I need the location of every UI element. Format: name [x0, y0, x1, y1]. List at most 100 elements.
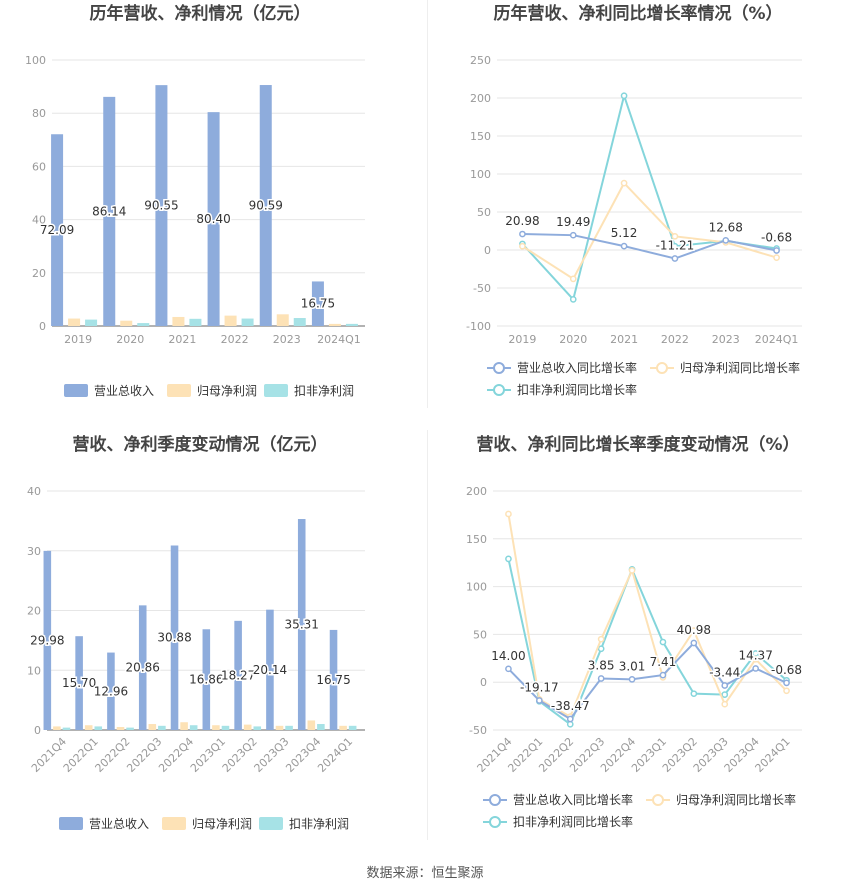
bar-营业总收入	[259, 85, 272, 326]
data-label: 5.12	[611, 226, 638, 240]
y-tick-label: 50	[473, 628, 487, 641]
y-tick-label: 30	[27, 545, 41, 558]
point-扣非净利润同比增长率	[690, 690, 698, 698]
y-tick-label: 0	[484, 244, 491, 257]
legend-label: 归母净利润	[197, 384, 257, 398]
bar-归母净利润	[120, 320, 133, 326]
x-tick-label: 2019	[64, 333, 92, 346]
data-label: 80.40	[196, 212, 230, 226]
y-tick-label: 250	[470, 54, 491, 67]
data-label: 86.14	[92, 204, 126, 218]
bar-归母净利润	[84, 725, 93, 730]
data-source-note: 数据来源：恒生聚源	[366, 866, 484, 881]
legend-swatch	[264, 384, 288, 397]
point-营业总收入同比增长率	[597, 675, 605, 682]
data-label: 40.98	[677, 623, 711, 637]
bar-营业总收入	[155, 85, 168, 327]
line-营业总收入同比增长率	[522, 233, 777, 260]
y-tick-label: 0	[39, 320, 46, 333]
y-tick-label: -50	[469, 724, 487, 737]
point-营业总收入同比增长率	[536, 697, 543, 704]
bar-扣非净利润	[253, 726, 262, 730]
x-tick-label: 2019	[508, 333, 536, 346]
y-tick-label: 100	[470, 168, 491, 181]
bar-营业总收入	[297, 519, 306, 730]
data-label: 3.85	[588, 659, 615, 673]
data-label: 20.14	[253, 663, 287, 677]
point-扣非净利润同比增长率	[671, 242, 679, 250]
bar-归母净利润	[212, 725, 220, 730]
line-扣非净利润同比增长率	[507, 558, 788, 726]
point-归母净利润同比增长率	[569, 275, 577, 283]
point-扣非净利润同比增长率	[569, 296, 577, 303]
y-tick-label: -50	[473, 282, 491, 295]
x-tick-label: 2020	[559, 333, 587, 346]
data-label: -11.21	[656, 239, 695, 253]
legend-label: 归母净利润同比增长率	[680, 360, 800, 375]
data-label: -0.68	[761, 231, 792, 245]
bar-扣非净利润	[345, 323, 358, 326]
legend-label: 扣非净利润同比增长率	[517, 382, 637, 397]
bar-扣非净利润	[241, 318, 254, 326]
legend-marker	[652, 794, 664, 806]
data-label: -38.47	[551, 699, 590, 713]
y-tick-label: 150	[470, 130, 491, 143]
data-label: 90.59	[249, 199, 283, 213]
point-营业总收入同比增长率	[783, 679, 790, 687]
y-tick-label: 60	[32, 160, 46, 173]
x-tick-label: 2021	[168, 333, 196, 346]
chart-2: 历年营收、净利同比增长率情况（%） -100 -50 0 50 100 150 200 250 2…	[466, 3, 802, 397]
point-归母净利润同比增长率	[773, 254, 780, 261]
line-扣非净利润同比增长率	[521, 92, 777, 302]
bar-扣非净利润	[189, 725, 198, 730]
data-label: 90.55	[144, 199, 178, 213]
x-tick-label: 2024Q1	[755, 333, 799, 346]
bar-扣非净利润	[62, 727, 71, 730]
chart-title: 营收、净利季度变动情况（亿元）	[73, 434, 328, 455]
legend-swatch	[167, 384, 191, 397]
point-营业总收入同比增长率	[628, 675, 636, 683]
line-归母净利润同比增长率	[507, 513, 788, 719]
legend: 营业总收入 归母净利润 扣非净利润	[64, 384, 354, 398]
chart-3: 营收、净利季度变动情况（亿元）0102030402021Q42022Q12022…	[27, 434, 365, 831]
bar-归母净利润	[224, 315, 237, 326]
bar-扣非净利润	[221, 725, 230, 730]
data-label: -0.68	[771, 663, 802, 677]
x-tick-label: 2024Q1	[317, 333, 361, 346]
legend-label: 营业总收入同比增长率	[513, 792, 633, 807]
point-营业总收入同比增长率	[722, 237, 730, 244]
y-tick-label: 0	[480, 676, 487, 689]
bar-归母净利润	[275, 725, 284, 730]
point-归母净利润同比增长率	[628, 566, 636, 574]
point-营业总收入同比增长率	[721, 682, 729, 689]
legend: 营业总收入 归母净利润 扣非净利润	[59, 817, 349, 831]
point-归母净利润同比增长率	[721, 700, 729, 708]
data-label: 12.68	[709, 220, 743, 234]
bar-归母净利润	[148, 724, 157, 730]
legend-swatch	[162, 817, 186, 830]
point-扣非净利润同比增长率	[566, 720, 574, 728]
point-归母净利润同比增长率	[505, 510, 512, 518]
data-label: 35.31	[285, 618, 319, 632]
legend-label: 营业总收入同比增长率	[517, 360, 637, 375]
bottom-divider	[427, 430, 428, 840]
point-扣非净利润同比增长率	[721, 691, 729, 698]
y-tick-label: 20	[27, 605, 41, 618]
legend-label: 归母净利润	[192, 817, 252, 831]
x-tick-label: 2022	[221, 333, 249, 346]
point-营业总收入同比增长率	[659, 671, 667, 679]
data-label: 20.86	[126, 661, 160, 675]
legend-label: 扣非净利润	[294, 384, 354, 398]
data-label: 30.88	[157, 631, 191, 645]
y-tick-label: 80	[32, 107, 46, 120]
legend-marker	[656, 362, 668, 374]
bar-归母净利润	[276, 314, 289, 326]
bar-扣非净利润	[158, 725, 166, 730]
data-label: 15.70	[62, 676, 96, 690]
chart-title: 营收、净利同比增长率季度变动情况（%）	[476, 434, 799, 455]
bar-归母净利润	[243, 724, 252, 730]
point-归母净利润同比增长率	[620, 179, 628, 187]
bar-归母净利润	[180, 722, 188, 730]
